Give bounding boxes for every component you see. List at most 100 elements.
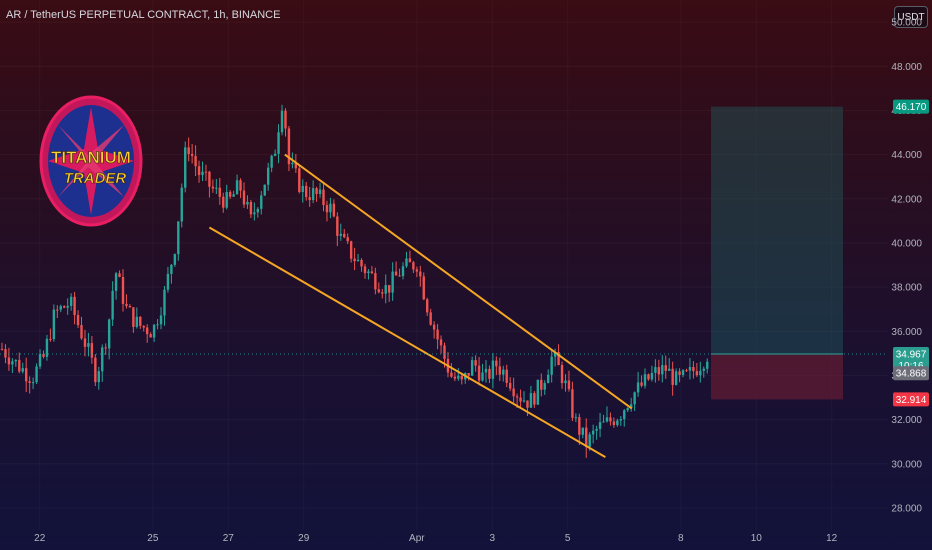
- candle-body: [7, 357, 11, 365]
- candle-body: [187, 147, 190, 155]
- candle-body: [457, 375, 460, 379]
- candle-body: [474, 360, 477, 366]
- candle-body: [266, 167, 270, 185]
- candle-body: [42, 354, 45, 357]
- candle-body: [11, 361, 14, 365]
- candle-body: [107, 319, 111, 349]
- channel-lower-line[interactable]: [208, 226, 606, 458]
- price-tag-label: 34.868: [896, 369, 927, 380]
- candle-body: [443, 345, 446, 359]
- candle-body: [260, 195, 263, 209]
- candle-body: [654, 367, 657, 373]
- candle-body: [567, 380, 571, 390]
- position-zones: [711, 106, 843, 400]
- candle-body: [616, 420, 619, 426]
- candle-body: [398, 275, 401, 277]
- candle-body: [311, 188, 315, 201]
- price-tick-label: 36.000: [891, 327, 922, 338]
- candle-body: [498, 366, 502, 375]
- candle-body: [166, 273, 170, 290]
- candle-body: [519, 397, 522, 402]
- candle-body: [363, 266, 367, 274]
- candle-body: [505, 369, 508, 383]
- candle-body: [453, 376, 457, 379]
- candle-body: [201, 171, 204, 176]
- candle-body: [45, 338, 49, 357]
- price-tick-label: 28.000: [891, 503, 922, 514]
- candle-body: [387, 285, 391, 293]
- candle-body: [222, 196, 225, 208]
- candle-body: [170, 264, 173, 274]
- candle-body: [692, 367, 695, 372]
- target-zone[interactable]: [711, 106, 843, 355]
- candle-body: [695, 371, 699, 376]
- price-tick-label: 30.000: [891, 459, 922, 470]
- candle-body: [598, 422, 602, 429]
- price-tick-label: 42.000: [891, 194, 922, 205]
- candle-body: [578, 417, 581, 435]
- candle-body: [0, 348, 4, 350]
- candles: [0, 104, 709, 458]
- candle-body: [602, 421, 605, 423]
- candle-body: [63, 306, 66, 308]
- candle-body: [301, 185, 304, 192]
- candle-body: [422, 276, 425, 300]
- candle-body: [232, 194, 235, 197]
- candle-body: [132, 307, 135, 327]
- price-tick-label: 38.000: [891, 283, 922, 294]
- candle-body: [432, 324, 436, 330]
- candle-body: [629, 404, 633, 409]
- candle-body: [315, 188, 318, 195]
- candle-body: [650, 372, 654, 380]
- candle-body: [325, 205, 329, 213]
- candle-body: [647, 374, 650, 380]
- candle-body: [152, 324, 156, 338]
- candle-body: [253, 212, 256, 215]
- candle-body: [159, 315, 163, 325]
- candle-body: [470, 360, 474, 376]
- candle-body: [135, 316, 139, 327]
- time-tick-label: 25: [147, 533, 159, 544]
- candle-body: [426, 299, 429, 313]
- candle-body: [263, 184, 266, 196]
- candle-body: [66, 305, 69, 308]
- candle-body: [298, 168, 301, 192]
- candle-body: [332, 203, 336, 217]
- price-tick-label: 44.000: [891, 150, 922, 161]
- candle-body: [287, 128, 291, 165]
- candle-body: [512, 388, 515, 397]
- candle-body: [557, 352, 560, 366]
- candle-body: [80, 325, 83, 339]
- candle-body: [156, 324, 159, 326]
- candle-body: [194, 155, 197, 167]
- stop-zone[interactable]: [711, 354, 843, 400]
- candle-body: [668, 368, 671, 371]
- candle-body: [412, 262, 415, 270]
- candle-body: [460, 375, 463, 380]
- candle-body: [439, 339, 443, 346]
- candle-body: [90, 343, 94, 358]
- candle-body: [415, 269, 419, 272]
- candle-body: [633, 392, 636, 405]
- time-tick-label: 12: [826, 533, 838, 544]
- trend-channel: [208, 153, 633, 458]
- time-tick-label: Apr: [409, 533, 425, 544]
- candle-body: [235, 180, 239, 195]
- candle-body: [4, 349, 7, 358]
- candle-body: [391, 271, 394, 293]
- candle-body: [661, 365, 664, 375]
- channel-upper-line[interactable]: [284, 153, 633, 410]
- candle-body: [76, 315, 80, 326]
- candle-body: [429, 312, 432, 325]
- candle-body: [526, 400, 529, 408]
- candle-body: [688, 367, 692, 371]
- candle-body: [540, 379, 543, 390]
- candle-body: [495, 360, 498, 367]
- candle-body: [145, 327, 149, 335]
- currency-button[interactable]: USDT: [894, 6, 928, 28]
- candle-body: [626, 408, 629, 411]
- candle-body: [38, 354, 42, 367]
- candle-body: [553, 352, 557, 357]
- candle-body: [450, 372, 453, 377]
